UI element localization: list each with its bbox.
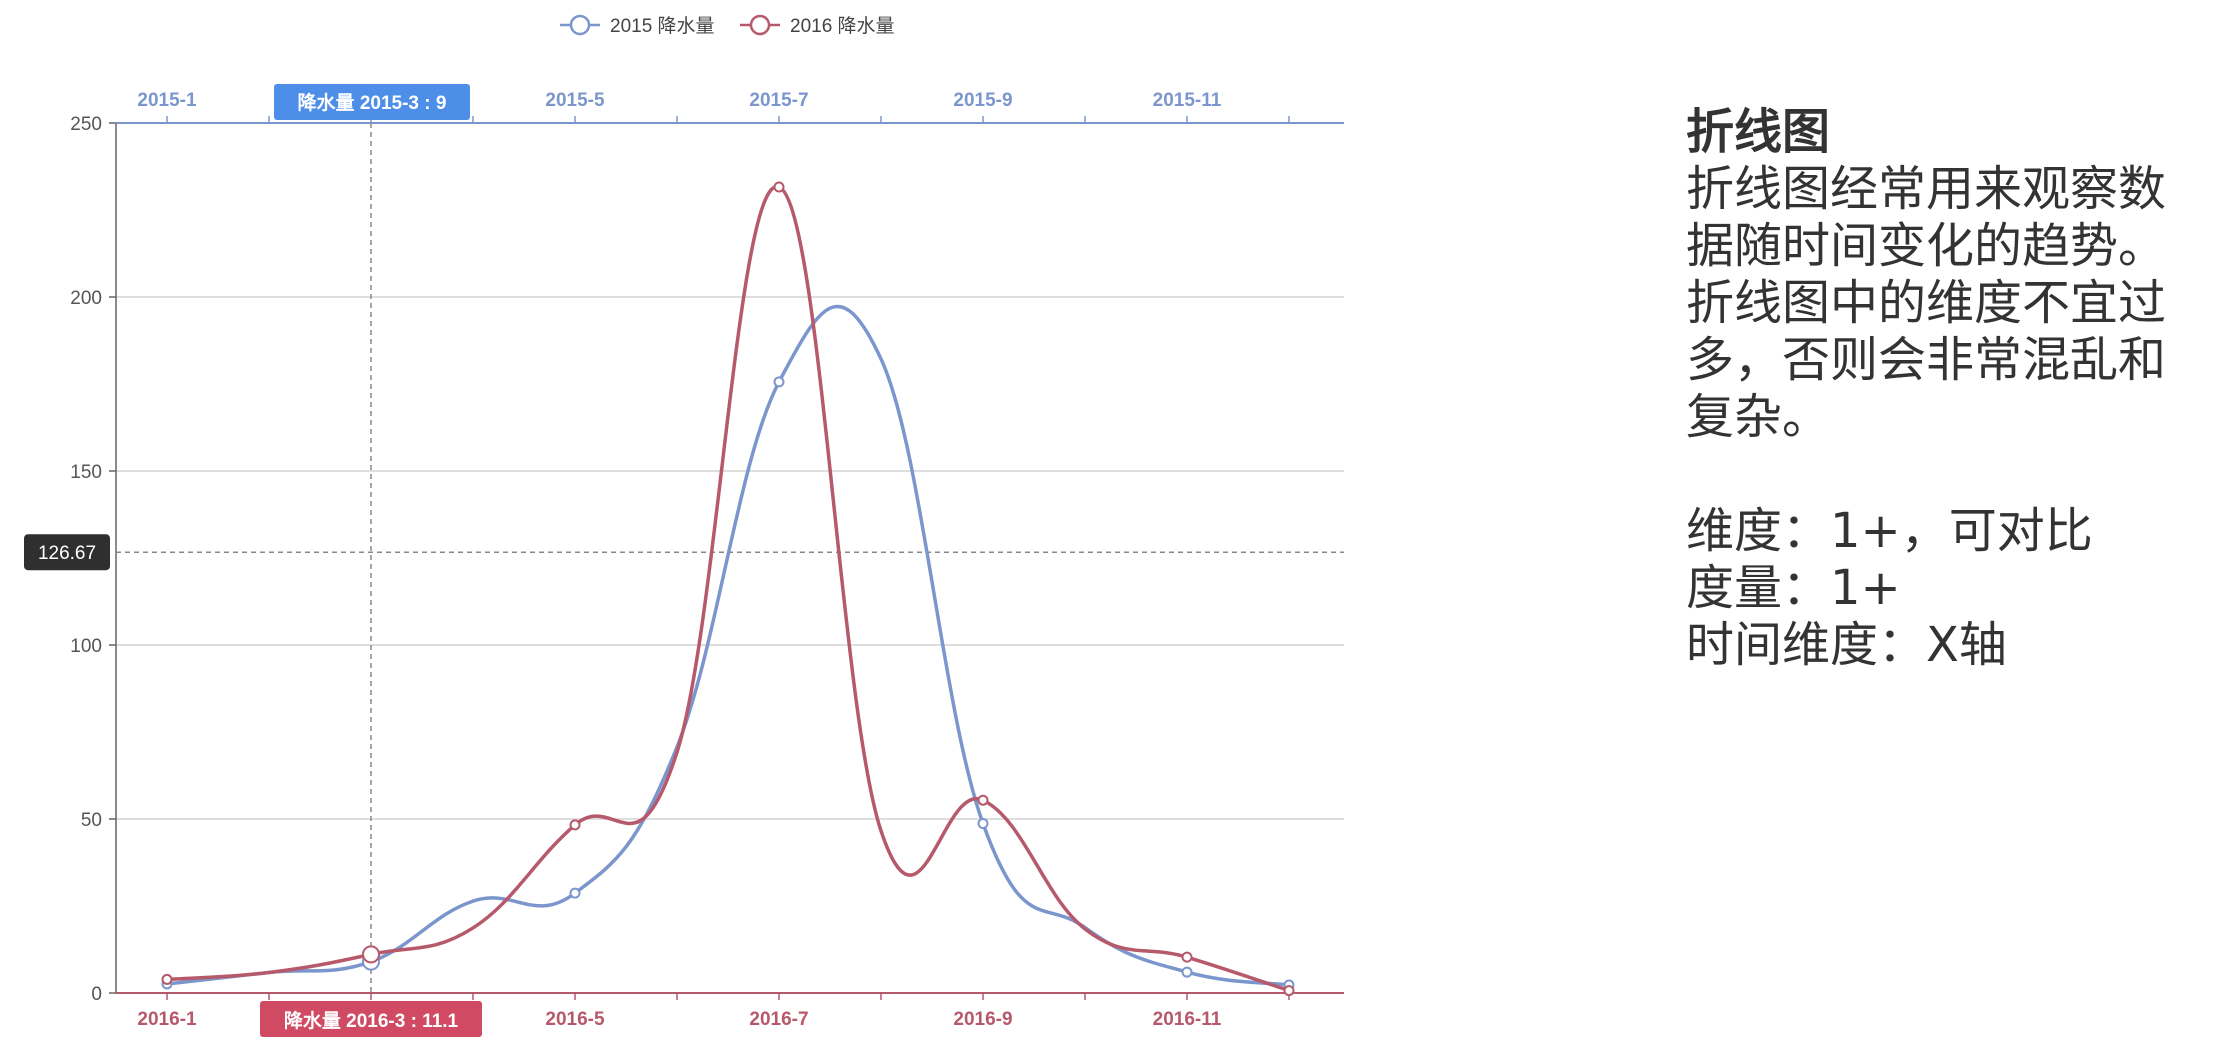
crosshair-y-label: 126.67 <box>38 543 96 564</box>
panel-description: 折线图经常用来观察数 据随时间变化的趋势。 折线图中的维度不宜过 多，否则会非常… <box>1686 161 2206 446</box>
x-top-tick-label: 2015-7 <box>749 90 808 111</box>
spec-line: 时间维度：X轴 <box>1686 617 2007 673</box>
crosshair-bottom-tooltip <box>260 1001 482 1037</box>
x-top-tick-label: 2015-1 <box>137 90 197 111</box>
description-panel: 折线图 折线图经常用来观察数 据随时间变化的趋势。 折线图中的维度不宜过 多，否… <box>1686 104 2206 674</box>
y-tick-label: 100 <box>70 636 102 657</box>
line-chart: 0501001502002502015-12015-32015-52015-72… <box>24 14 1344 1037</box>
data-point <box>1181 966 1193 978</box>
data-point <box>773 181 785 193</box>
x-bottom-tick-label: 2016-1 <box>137 1009 197 1030</box>
crosshair-top-tooltip <box>274 84 470 120</box>
crosshair-bottom-label: 降水量 2016-3 : 11.1 <box>284 1009 459 1032</box>
data-point <box>977 794 989 806</box>
data-point <box>569 819 581 831</box>
legend-item: 2015 降水量 <box>610 15 715 37</box>
data-point <box>1181 951 1193 963</box>
description-line: 复杂。 <box>1686 389 1831 445</box>
y-tick-label: 200 <box>70 288 102 309</box>
x-bottom-tick-label: 2016-5 <box>545 1009 605 1030</box>
y-tick-label: 250 <box>70 114 102 135</box>
description-line: 折线图中的维度不宜过 <box>1686 275 2167 331</box>
description-line: 折线图经常用来观察数 <box>1686 161 2167 217</box>
legend-swatch-marker <box>749 14 771 36</box>
x-top-tick-label: 2015-9 <box>953 90 1012 111</box>
legend-item: 2016 降水量 <box>790 15 895 37</box>
data-point <box>1283 985 1295 997</box>
x-top-tick-label: 2015-5 <box>545 90 605 111</box>
panel-title: 折线图 <box>1686 104 1831 160</box>
description-line: 多，否则会非常混乱和 <box>1686 332 2167 388</box>
x-bottom-tick-label: 2016-9 <box>953 1009 1012 1030</box>
panel-specs: 维度：1+，可对比 度量：1+ 时间维度：X轴 <box>1686 503 2206 674</box>
data-point <box>977 818 989 830</box>
series-line-2 <box>166 185 1290 993</box>
crosshair-top-label: 降水量 2015-3 : 9 <box>298 91 447 114</box>
data-point <box>161 973 173 985</box>
x-bottom-tick-label: 2016-11 <box>1153 1009 1222 1030</box>
x-bottom-tick-label: 2016-7 <box>749 1009 808 1030</box>
data-point <box>362 945 380 964</box>
y-tick-label: 50 <box>81 810 102 831</box>
spec-line: 维度：1+，可对比 <box>1686 503 2093 559</box>
data-point <box>569 887 581 899</box>
y-tick-label: 0 <box>91 984 102 1005</box>
spec-line: 度量：1+ <box>1686 560 1901 616</box>
legend-swatch-marker <box>569 14 591 36</box>
description-line: 据随时间变化的趋势。 <box>1686 218 2167 274</box>
data-point <box>773 376 785 388</box>
crosshair-y-tooltip <box>24 534 110 571</box>
y-tick-label: 150 <box>70 462 102 483</box>
x-top-tick-label: 2015-11 <box>1153 90 1222 111</box>
